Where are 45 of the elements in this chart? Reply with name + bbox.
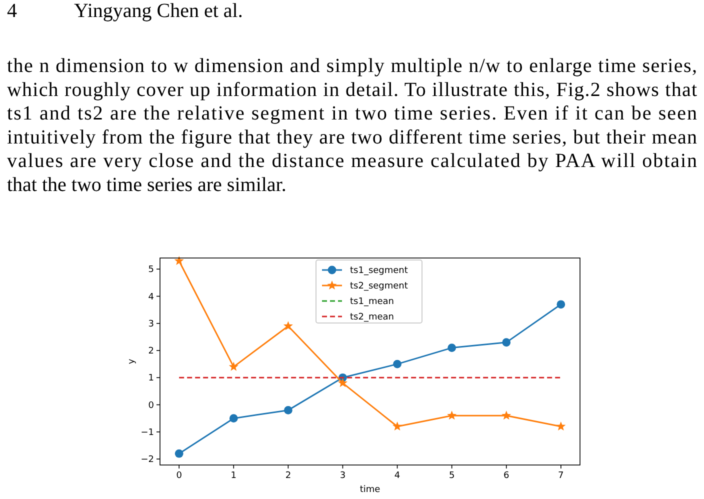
point xyxy=(228,362,238,371)
x-tick-label: 4 xyxy=(394,471,400,481)
point xyxy=(502,338,511,347)
text: Yingyang Chen et al. xyxy=(74,0,243,22)
point xyxy=(283,321,293,330)
point xyxy=(393,360,402,368)
text: that the two time series are similar. xyxy=(7,174,286,196)
point xyxy=(447,410,457,420)
text: the n dimension to w dimension and simply multiple n/w to enlarge time series, xyxy=(7,55,697,77)
legend-label: ts2_mean xyxy=(350,312,394,322)
y-tick-label: 4 xyxy=(148,292,154,302)
y-tick-label: 5 xyxy=(148,265,154,276)
x-tick-label: 5 xyxy=(448,471,455,481)
x-tick-label: 7 xyxy=(558,471,564,481)
y-tick-label: 1 xyxy=(148,374,154,384)
point xyxy=(229,414,238,423)
x-axis-title: time xyxy=(360,485,381,495)
text: which roughly cover up information in detail. To illustrate this, Fig.2 shows that xyxy=(7,78,698,101)
text: 4 xyxy=(7,0,17,22)
point xyxy=(392,421,402,431)
legend-label: ts2_segment xyxy=(350,282,408,292)
legend-label: ts1_segment xyxy=(350,266,408,276)
y-tick-label: −2 xyxy=(140,455,154,466)
y-axis-title: y xyxy=(127,358,137,364)
x-tick-label: 3 xyxy=(340,471,346,481)
y-tick-label: 3 xyxy=(148,319,154,330)
legend-label: ts1_mean xyxy=(350,297,394,307)
point xyxy=(556,421,566,431)
x-tick-label: 1 xyxy=(230,471,237,481)
text: values are very close and the distance measure calculated by PAA will obtain xyxy=(7,150,697,172)
y-tick-label: 0 xyxy=(148,400,154,411)
text: intuitively from the figure that they are two different time series, but their mean xyxy=(7,126,697,148)
point xyxy=(174,449,184,458)
point xyxy=(284,406,292,414)
x-tick-label: 0 xyxy=(176,471,182,481)
point xyxy=(338,378,348,388)
y-tick-label: 2 xyxy=(148,346,154,357)
point xyxy=(502,410,512,420)
point xyxy=(448,344,456,352)
x-tick-label: 6 xyxy=(503,471,510,481)
point xyxy=(174,256,184,266)
point xyxy=(556,300,566,309)
y-tick-label: −1 xyxy=(140,428,154,438)
text: ts1 and ts2 are the relative segment in two time series. Even if it can be seen xyxy=(7,102,697,125)
x-tick-label: 2 xyxy=(285,471,292,481)
